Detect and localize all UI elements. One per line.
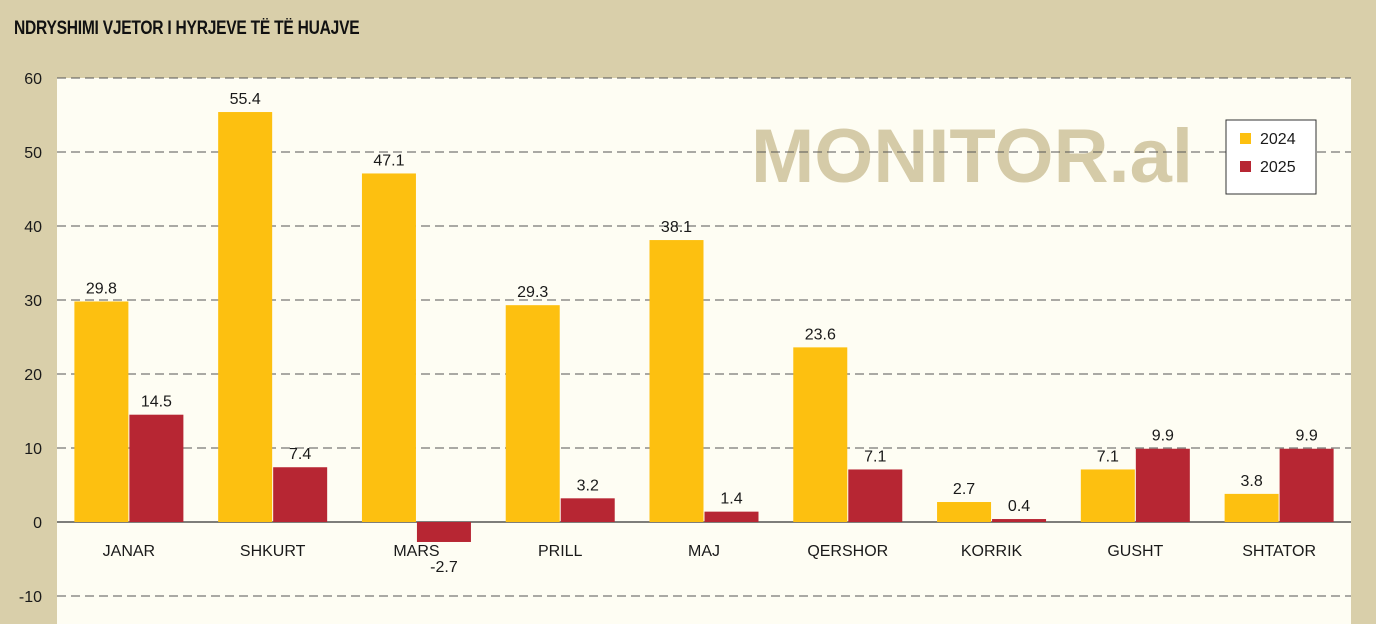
bar-2025: [129, 414, 184, 522]
data-label: 7.1: [864, 448, 886, 465]
bar-2025: [848, 469, 903, 522]
legend-swatch: [1240, 161, 1251, 172]
bar-2025: [416, 522, 471, 542]
data-labels: 29.8 14.5 55.4 7.4 47.1 -2.7 29.3 3.2 38.1 1.4 23.…: [86, 91, 1318, 576]
bar-2025: [992, 519, 1047, 522]
y-tick-label: 20: [24, 367, 42, 384]
legend-box: [1225, 119, 1317, 195]
data-label: 1.4: [720, 491, 742, 508]
data-label: 55.4: [230, 91, 261, 108]
legend-swatch: [1240, 133, 1251, 144]
y-tick-label: -10: [19, 589, 42, 606]
data-label: 7.4: [289, 446, 311, 463]
y-tick-label: 10: [24, 441, 42, 458]
bar-2024: [505, 305, 560, 522]
x-axis: JANAR SHKURT MARS PRILL MAJ QERSHOR KORRIK GUSH…: [103, 543, 1316, 560]
plot-area: [57, 78, 1351, 624]
bar-2025: [1279, 448, 1334, 522]
y-tick-label: 0: [33, 515, 42, 532]
x-tick-label: QERSHOR: [807, 543, 888, 560]
x-tick-label: JANAR: [103, 543, 155, 560]
watermark: MONITOR.al: [751, 114, 1193, 199]
y-tick-label: 40: [24, 219, 42, 236]
x-tick-label: SHTATOR: [1242, 543, 1316, 560]
data-label: 7.1: [1097, 448, 1119, 465]
y-tick-label: 50: [24, 145, 42, 162]
bar-2024: [793, 347, 848, 522]
legend-entry: 2024: [1260, 131, 1296, 148]
data-label: 29.3: [517, 284, 548, 301]
bar-2025: [1135, 448, 1190, 522]
chart-title: NDRYSHIMI VJETOR I HYRJEVE TË TË HUAJVE: [14, 18, 360, 39]
bar-2025: [704, 511, 759, 522]
bar-2024: [74, 301, 129, 522]
bar-2024: [1080, 469, 1135, 522]
x-tick-label: MARS: [393, 543, 439, 560]
data-label: 2.7: [953, 481, 975, 498]
x-tick-label: GUSHT: [1107, 543, 1163, 560]
bar-2025: [273, 467, 328, 522]
y-axis: -10 0 10 20 30 40 50 60: [19, 71, 42, 606]
data-label: 9.9: [1152, 428, 1174, 445]
data-label: 23.6: [805, 326, 836, 343]
x-tick-label: KORRIK: [961, 543, 1023, 560]
x-tick-label: MAJ: [688, 543, 720, 560]
bar-2024: [361, 173, 416, 522]
data-label: 14.5: [141, 394, 172, 411]
legend: 2024 2025: [1225, 119, 1317, 195]
gridlines: [57, 77, 1351, 597]
data-label: 3.8: [1240, 473, 1262, 490]
x-tick-label: PRILL: [538, 543, 583, 560]
legend-entry: 2025: [1260, 159, 1296, 176]
data-label: 38.1: [661, 219, 692, 236]
bar-2024: [1224, 493, 1279, 522]
bar-2024: [649, 240, 704, 522]
bar-2024: [937, 502, 992, 522]
y-tick-label: 60: [24, 71, 42, 88]
data-label: -2.7: [430, 559, 458, 576]
bar-2025: [560, 498, 615, 522]
x-tick-label: SHKURT: [240, 543, 306, 560]
data-label: 3.2: [577, 477, 599, 494]
data-label: 0.4: [1008, 498, 1030, 515]
y-tick-label: 30: [24, 293, 42, 310]
bar-2024: [218, 112, 273, 522]
data-label: 47.1: [373, 152, 404, 169]
data-label: 29.8: [86, 280, 117, 297]
bars: [74, 112, 1334, 542]
data-label: 9.9: [1295, 428, 1317, 445]
